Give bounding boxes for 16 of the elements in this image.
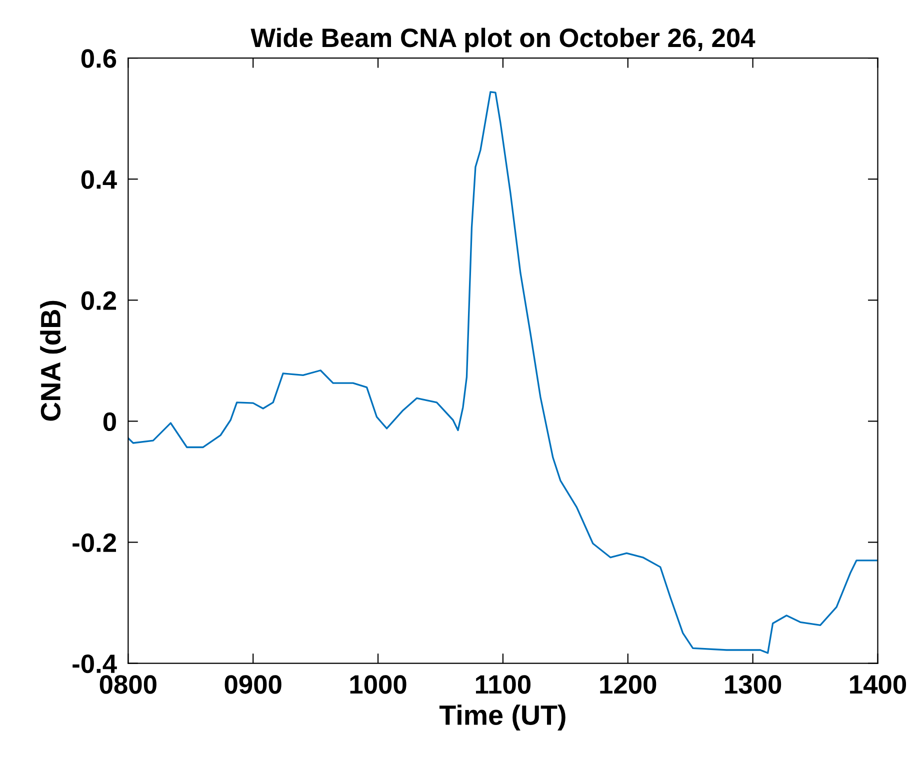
x-tick-label: 1300	[725, 675, 782, 694]
x-tick-label: 0800	[100, 675, 156, 694]
y-tick-label: 0	[103, 412, 116, 432]
x-tick-label: 1100	[476, 675, 530, 694]
y-axis-title: CNA (dB)	[40, 300, 66, 421]
chart-title: Wide Beam CNA plot on October 26, 204	[250, 28, 756, 52]
y-tick-label: 0.2	[81, 291, 116, 310]
y-tick-label: 0.4	[81, 170, 117, 189]
y-tick-label: -0.2	[72, 533, 116, 552]
x-tick-label: 1200	[600, 675, 656, 694]
x-tick-label: 1000	[350, 675, 406, 694]
x-tick-label: 0900	[224, 675, 282, 694]
x-tick-label: 1400	[850, 675, 906, 694]
y-tick-label: -0.4	[72, 654, 117, 674]
y-tick-label: 0.6	[81, 49, 116, 68]
x-axis-title: Time (UT)	[439, 704, 566, 730]
